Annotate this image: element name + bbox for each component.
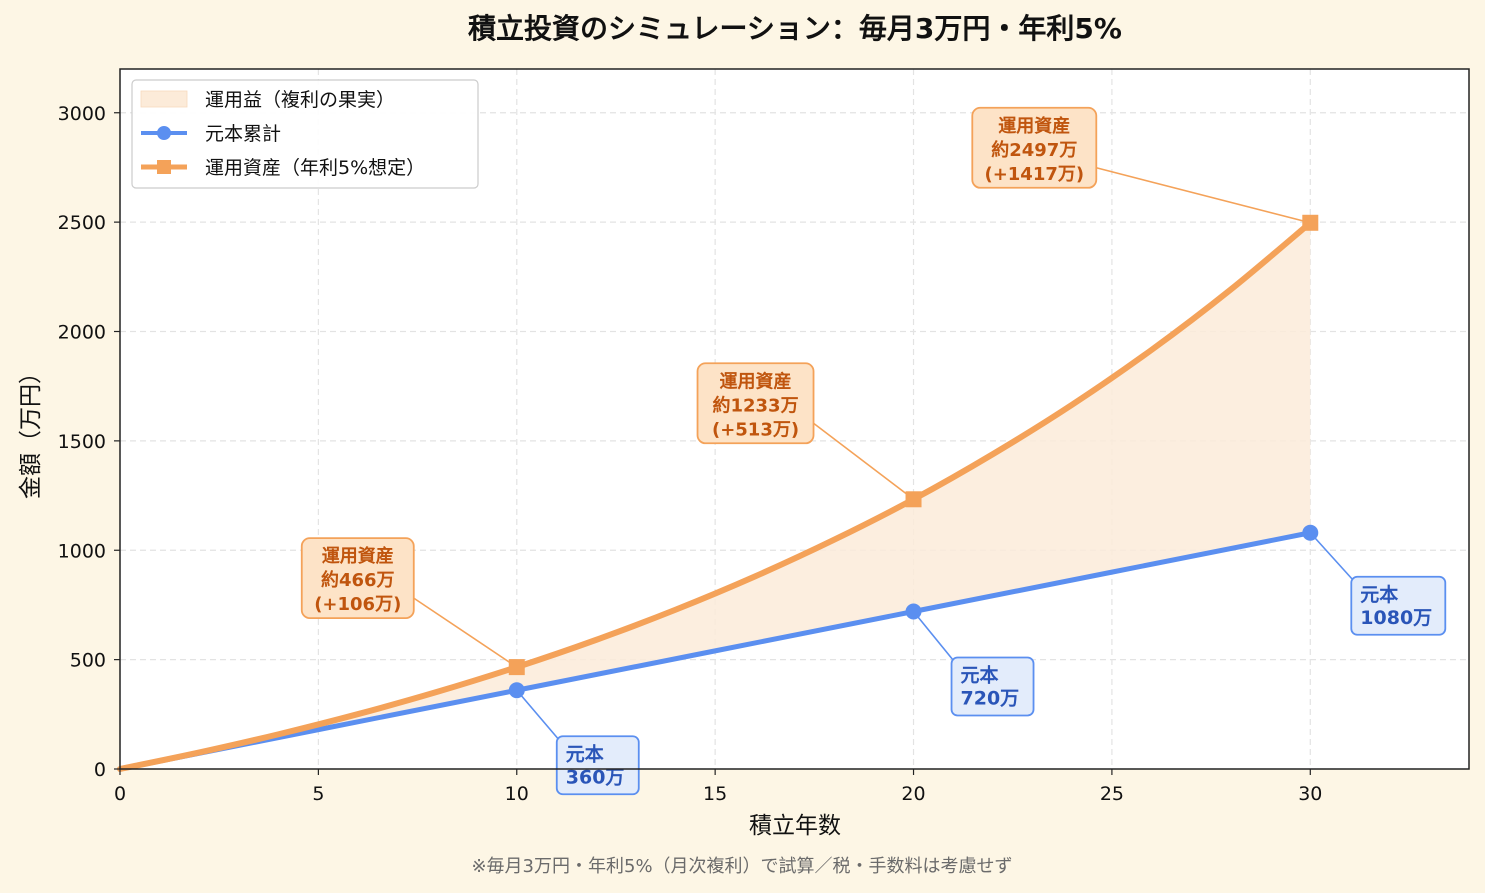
legend-label-fill: 運用益（複利の果実） — [205, 89, 395, 111]
y-tick-label: 2000 — [58, 322, 106, 344]
x-tick-label: 5 — [312, 783, 324, 805]
y-tick-label: 2500 — [58, 212, 106, 234]
plot-frame — [119, 68, 1470, 770]
footnote: ※毎月3万円・年利5%（月次複利）で試算／税・手数料は考慮せず — [471, 856, 1012, 877]
ticks-layer: 0 5 10 15 20 25 30 0 500 1000 1500 2000 2500 3000 — [58, 103, 1323, 805]
asset-marker — [905, 491, 922, 508]
principal-marker — [508, 682, 525, 699]
principal-annotation-box — [950, 656, 1035, 717]
asset-annotation-text: (+1417万) — [984, 164, 1084, 185]
asset-annotation-text: (+106万) — [314, 594, 401, 615]
principal-annotation-leader — [912, 610, 959, 667]
asset-line — [117, 219, 1314, 772]
x-axis-label: 積立年数 — [749, 813, 841, 839]
x-tick-label: 10 — [505, 783, 529, 805]
principal-annotation-leader — [516, 689, 564, 745]
principal-annotation-text: 720万 — [961, 688, 1020, 710]
y-tick-label: 3000 — [58, 103, 106, 125]
fill-layer — [120, 222, 1311, 769]
y-axis-label: 金額（万円） — [18, 361, 44, 499]
asset-annotation-box — [971, 106, 1098, 189]
y-tick-label: 500 — [70, 650, 106, 672]
asset-annotation-text: (+513万) — [712, 419, 799, 440]
legend-swatch-principal-marker — [157, 126, 171, 140]
asset-marker — [1302, 214, 1319, 231]
principal-annotation-box — [1350, 575, 1447, 636]
markers-layer — [508, 214, 1319, 699]
principal-annotation-leader — [1309, 532, 1358, 586]
annotations-layer: 運用資産約466万(+106万)運用資産約1233万(+513万)運用資産約24… — [300, 106, 1447, 796]
asset-annotation-text: 約1233万 — [712, 394, 798, 416]
principal-annotation-text: 360万 — [566, 766, 625, 788]
asset-annotation-box — [696, 362, 815, 445]
lines-layer — [117, 219, 1314, 772]
asset-annotation-text: 運用資産 — [322, 545, 394, 567]
chart-title: 積立投資のシミュレーション：毎月3万円・年利5% — [468, 12, 1122, 45]
principal-marker — [1302, 524, 1319, 541]
principal-line — [117, 530, 1313, 772]
legend-swatch-asset-marker — [157, 160, 171, 174]
asset-annotation-box — [300, 537, 415, 620]
principal-annotation-box — [555, 735, 640, 796]
asset-annotation-text: 運用資産 — [998, 115, 1070, 137]
principal-annotation-text: 元本 — [961, 664, 999, 687]
principal-annotation-text: 元本 — [566, 742, 604, 765]
y-tick-label: 1500 — [58, 431, 106, 453]
gain-fill-area — [120, 222, 1311, 769]
principal-annotation-text: 元本 — [1360, 583, 1398, 606]
asset-annotation-leader — [813, 422, 915, 500]
asset-annotation-text: 運用資産 — [720, 370, 792, 392]
asset-marker — [508, 659, 525, 676]
legend-label-principal: 元本累計 — [205, 123, 281, 145]
x-tick-label: 25 — [1100, 783, 1124, 805]
asset-annotation-leader — [413, 597, 518, 668]
legend-box — [131, 79, 479, 189]
legend: 運用益（複利の果実） 元本累計 運用資産（年利5%想定） — [131, 79, 479, 189]
asset-annotation-leader — [1096, 167, 1311, 224]
x-tick-label: 15 — [703, 783, 727, 805]
asset-annotation-text: 約466万 — [321, 569, 395, 591]
x-tick-label: 30 — [1298, 783, 1322, 805]
y-tick-label: 0 — [94, 759, 106, 781]
legend-swatch-fill — [140, 90, 188, 108]
x-tick-label: 0 — [114, 783, 126, 805]
y-tick-label: 1000 — [58, 540, 106, 562]
x-tick-label: 20 — [901, 783, 925, 805]
asset-annotation-text: 約2497万 — [991, 139, 1077, 161]
annotation-leaders — [413, 167, 1358, 745]
legend-label-asset: 運用資産（年利5%想定） — [205, 157, 425, 179]
principal-annotation-text: 1080万 — [1360, 607, 1432, 629]
principal-marker — [905, 603, 922, 620]
